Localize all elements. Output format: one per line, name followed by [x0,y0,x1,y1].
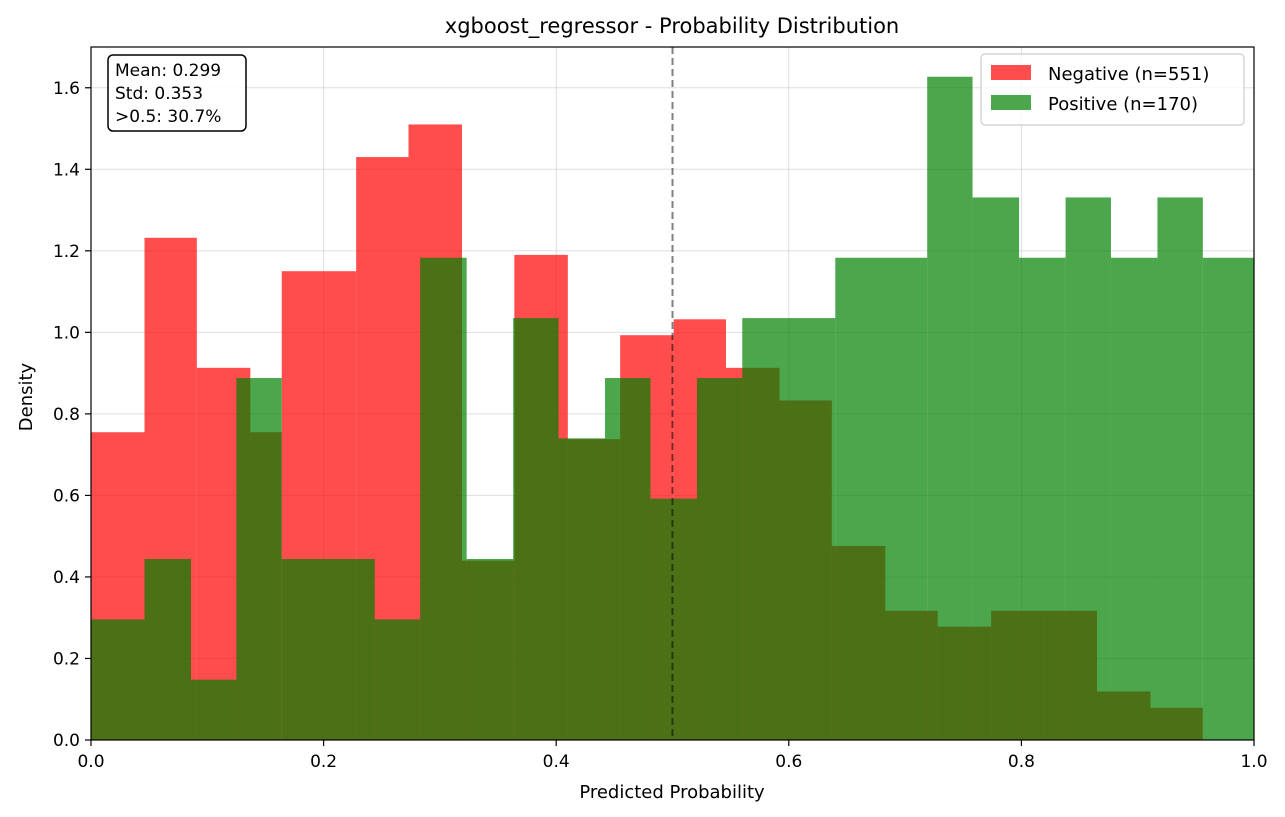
y-tick-label: 0.8 [53,405,80,425]
y-tick-label: 0.6 [53,486,80,506]
x-tick-label: 0.2 [310,752,337,772]
positive-bar [1065,197,1111,741]
x-tick-label: 0.0 [77,752,104,772]
positive-bar [466,559,514,740]
positive-bar [972,197,1020,741]
positive-bar [1110,257,1158,740]
positive-bar [558,438,606,740]
positive-bar [420,257,467,740]
histogram-bars [91,76,1254,741]
positive-bar [1202,257,1254,740]
positive-bar [191,679,237,740]
positive-bar [281,559,375,740]
positive-bar [927,76,973,740]
legend-label-positive: Positive (n=170) [1048,94,1198,115]
y-tick-label: 0.4 [53,568,80,588]
positive-bar [650,498,697,740]
y-tick-label: 0.0 [53,731,80,751]
axes-frame [90,46,1255,741]
positive-bar [605,378,651,740]
y-tick-label: 1.2 [53,242,80,262]
positive-bar [513,318,559,740]
positive-bar [91,619,145,740]
stats-mean: Mean: 0.299 [115,61,221,81]
y-tick-label: 1.0 [53,323,80,343]
positive-series [91,76,1254,741]
x-axis-label: Predicted Probability [579,782,765,803]
x-tick-label: 0.4 [543,752,570,772]
y-tick-label: 0.2 [53,649,80,669]
positive-bar [1157,197,1203,741]
positive-bar [1019,257,1066,740]
legend-label-negative: Negative (n=551) [1048,64,1209,85]
positive-bar [696,378,743,740]
x-tick-label: 0.8 [1008,752,1035,772]
x-axis-ticks: 0.0 0.2 0.4 0.6 0.8 1.0 [77,740,1268,772]
stats-above-threshold: >0.5: 30.7% [115,107,221,127]
x-tick-label: 1.0 [1240,752,1267,772]
y-axis-ticks: 0.0 0.2 0.4 0.6 0.8 1.0 1.2 1.4 1.6 [53,79,91,751]
stats-box: Mean: 0.299 Std: 0.353 >0.5: 30.7% [107,54,247,132]
chart-title: xgboost_regressor - Probability Distribu… [445,14,899,39]
positive-bar [374,619,421,740]
positive-bar [835,257,928,740]
y-tick-label: 1.6 [53,79,80,99]
y-axis-label: Density [16,362,37,431]
legend-swatch-positive [991,95,1031,110]
positive-bar [742,318,836,740]
y-tick-label: 1.4 [53,160,80,180]
positive-bar [144,559,192,740]
positive-bar [236,378,282,740]
legend: Negative (n=551) Positive (n=170) [980,53,1245,126]
x-tick-label: 0.6 [775,752,802,772]
legend-swatch-negative [991,65,1031,80]
stats-std: Std: 0.353 [115,84,203,104]
